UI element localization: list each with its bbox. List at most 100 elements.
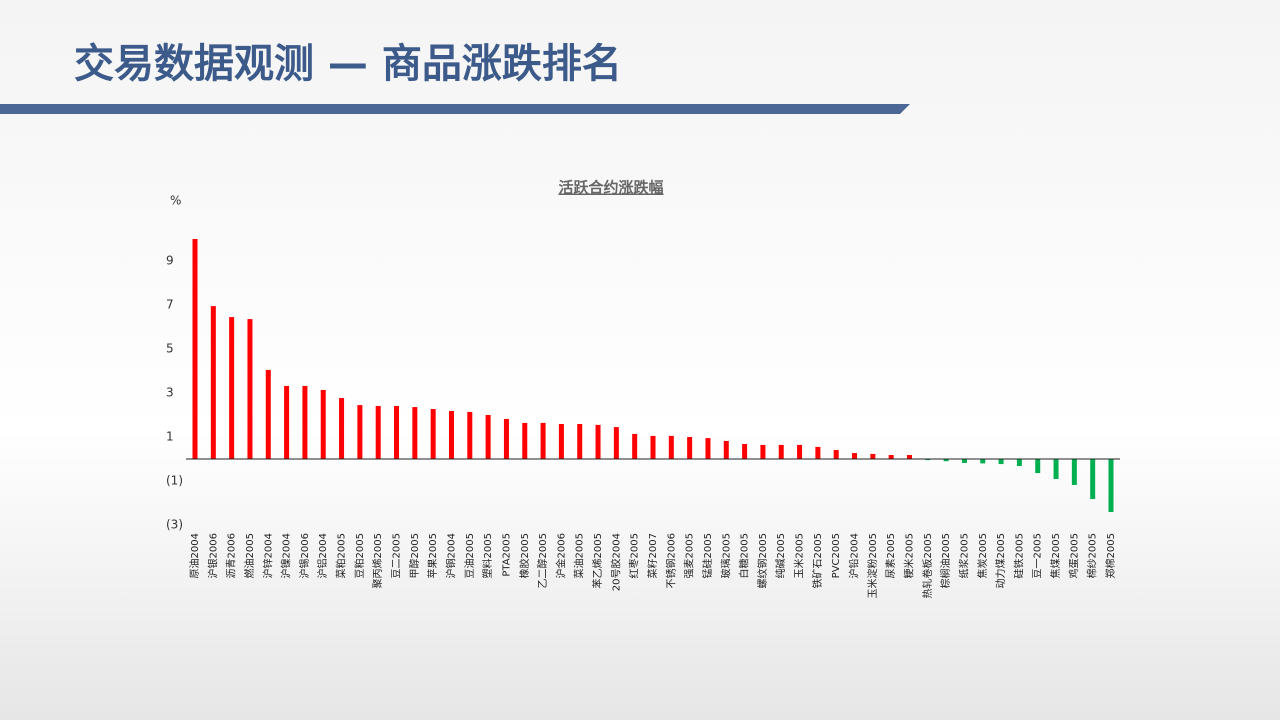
x-tick-label: 菜油2005 <box>573 533 586 578</box>
x-tick-label: PTA2005 <box>501 533 512 577</box>
y-tick-label: (1) <box>166 474 183 488</box>
x-tick-label: 塑料2005 <box>481 533 494 578</box>
x-tick-label: 强麦2005 <box>684 533 696 578</box>
y-tick-label: 5 <box>166 342 174 356</box>
bar <box>906 455 912 459</box>
bar <box>1016 459 1022 467</box>
x-tick-label: 20号胶2004 <box>609 533 622 591</box>
bar <box>613 427 619 459</box>
bar <box>705 438 711 459</box>
x-tick-label: 粳米2005 <box>902 533 915 578</box>
bar <box>687 437 693 459</box>
x-tick-label: 甲醇2005 <box>408 533 421 578</box>
bar <box>503 418 509 459</box>
x-tick-label: 纸浆2005 <box>957 533 970 578</box>
x-tick-label: 苯乙烯2005 <box>591 533 604 588</box>
bar <box>1071 459 1077 485</box>
bar <box>430 409 436 459</box>
bar <box>265 369 271 459</box>
y-tick-label: 3 <box>166 386 174 400</box>
y-tick-label: (3) <box>166 518 183 532</box>
x-tick-label: 螺纹钢2005 <box>756 533 769 588</box>
bar <box>925 459 931 461</box>
slide-title: 交易数据观测 — 商品涨跌排名 <box>74 41 622 87</box>
bar <box>320 389 326 459</box>
bar <box>357 405 363 459</box>
x-tick-label: 沪锡2006 <box>298 533 311 578</box>
bar <box>247 319 253 459</box>
x-tick-label: 沪铜2004 <box>444 533 457 578</box>
x-tick-label: 燃油2005 <box>243 533 256 578</box>
bar <box>998 459 1004 465</box>
bar <box>815 446 821 459</box>
x-tick-label: 沪铅2004 <box>848 533 861 578</box>
bar <box>375 405 381 459</box>
x-tick-label: 焦炭2005 <box>976 533 989 578</box>
y-tick-label: 1 <box>166 430 174 444</box>
bar <box>1035 459 1041 474</box>
x-tick-label: 锰硅2005 <box>701 533 714 578</box>
bar <box>980 459 986 464</box>
x-tick-label: 硅铁2005 <box>1012 533 1025 578</box>
bar <box>723 440 729 459</box>
x-tick-label: 豆油2005 <box>463 533 476 578</box>
bar <box>668 435 674 459</box>
bar <box>943 459 949 462</box>
bar <box>229 317 235 459</box>
bar <box>302 385 308 459</box>
bar <box>577 424 583 459</box>
x-tick-label: 动力煤2005 <box>994 533 1007 588</box>
bar <box>870 453 876 459</box>
bar <box>412 407 418 459</box>
bar <box>778 444 784 459</box>
x-tick-label: 沪锌2004 <box>261 533 274 578</box>
x-tick-label: 沥青2006 <box>225 533 238 578</box>
title-rule <box>0 104 910 114</box>
y-tick-label: 7 <box>166 298 174 312</box>
bar <box>833 449 839 459</box>
x-tick-label: 红枣2005 <box>628 533 641 578</box>
bar <box>888 455 894 459</box>
x-tick-label: 苹果2005 <box>426 533 439 578</box>
bar <box>284 385 290 459</box>
x-tick-label: 白糖2005 <box>738 533 751 578</box>
x-tick-label: 豆一2005 <box>1032 533 1044 578</box>
bar <box>1108 459 1114 513</box>
x-tick-label: 沪金2006 <box>554 533 567 578</box>
x-tick-label: 聚丙烯2005 <box>371 533 384 588</box>
bar <box>1090 459 1096 500</box>
bar <box>394 405 400 459</box>
bar <box>467 411 473 459</box>
x-tick-label: 豆粕2005 <box>353 533 366 578</box>
x-tick-label: 棉纱2005 <box>1086 533 1099 578</box>
bar <box>961 459 967 463</box>
x-tick-label: 沪镍2004 <box>280 533 293 578</box>
bar <box>650 435 656 459</box>
x-tick-label: 热轧卷板2005 <box>921 533 934 598</box>
x-tick-label: 玻璃2005 <box>719 533 732 578</box>
y-tick-label: 9 <box>166 254 174 268</box>
bar <box>632 433 638 459</box>
bar <box>742 444 748 459</box>
y-axis-label: % <box>170 194 181 208</box>
bar <box>540 422 546 459</box>
bar <box>797 444 803 459</box>
bar <box>485 415 491 459</box>
bar <box>522 422 528 459</box>
x-tick-label: 沪银2006 <box>206 533 219 578</box>
bar <box>760 444 766 459</box>
x-tick-label: 菜粕2005 <box>335 533 348 578</box>
bar <box>852 453 858 459</box>
x-tick-label: 乙二醇2005 <box>536 533 549 588</box>
x-tick-label: 玉米2005 <box>793 533 806 578</box>
x-tick-label: 纯碱2005 <box>774 533 787 578</box>
x-tick-label: 橡胶2005 <box>518 533 531 578</box>
x-tick-label: 棕榈油2005 <box>939 533 952 588</box>
bar <box>210 306 216 459</box>
x-tick-label: 玉米淀粉2005 <box>866 533 879 598</box>
bar <box>192 239 198 459</box>
bar <box>448 411 454 459</box>
x-tick-label: 鸡蛋2005 <box>1067 533 1080 578</box>
bar <box>339 398 345 459</box>
